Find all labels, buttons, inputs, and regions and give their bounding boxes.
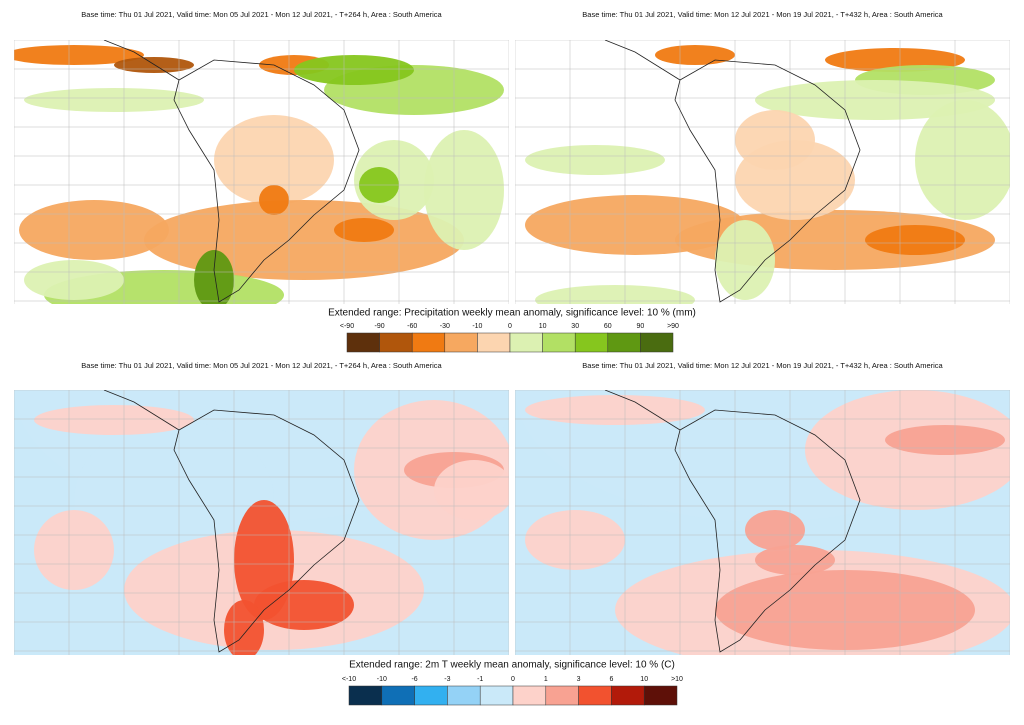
panel-header: Base time: Thu 01 Jul 2021, Valid time: … xyxy=(81,361,442,370)
colorbar-swatch xyxy=(542,332,576,353)
colorbar-label: 3 xyxy=(577,676,581,683)
colorbar-swatch xyxy=(607,332,641,353)
map-layer xyxy=(515,390,1010,655)
colorbar-swatch xyxy=(477,332,511,353)
map xyxy=(14,390,509,655)
colorbar-label: -3 xyxy=(444,676,450,683)
colorbar-swatch xyxy=(381,685,415,706)
anomaly-area xyxy=(885,425,1005,455)
anomaly-area xyxy=(525,145,665,175)
colorbar-swatch xyxy=(512,685,547,706)
colorbar-swatch xyxy=(346,332,380,353)
anomaly-area xyxy=(24,260,124,300)
colorbar-label: 30 xyxy=(571,323,579,330)
colorbar-label: 1 xyxy=(544,676,548,683)
colorbar-swatch xyxy=(509,332,543,353)
anomaly-area xyxy=(735,110,815,170)
colorbar-label: <-90 xyxy=(340,323,354,330)
colorbar-label: -90 xyxy=(375,323,385,330)
colorbar-swatch xyxy=(640,332,674,353)
colorbar-swatch xyxy=(611,685,645,706)
anomaly-area xyxy=(915,100,1010,220)
colorbar-label: -1 xyxy=(477,676,483,683)
map xyxy=(515,40,1010,304)
colorbar-label: -10 xyxy=(472,323,482,330)
colorbar-swatch xyxy=(545,685,579,706)
map xyxy=(515,390,1010,655)
map-layer xyxy=(14,390,509,655)
map-layer xyxy=(515,40,1010,304)
anomaly-area xyxy=(755,80,995,120)
anomaly-area xyxy=(715,220,775,300)
anomaly-area xyxy=(434,460,509,520)
anomaly-area xyxy=(655,45,735,65)
anomaly-area xyxy=(34,510,114,590)
anomaly-area xyxy=(194,250,234,304)
anomaly-area xyxy=(525,395,705,425)
anomaly-area xyxy=(24,88,204,112)
coastline xyxy=(103,40,360,303)
colorbar-title: Extended range: Precipitation weekly mea… xyxy=(328,308,696,319)
colorbar-label: >90 xyxy=(667,323,679,330)
anomaly-area xyxy=(214,115,334,205)
colorbar-label: 90 xyxy=(637,323,645,330)
anomaly-area xyxy=(294,55,414,85)
coastline xyxy=(604,390,861,653)
colorbar-label: -30 xyxy=(440,323,450,330)
anomaly-area xyxy=(535,285,695,304)
anomaly-area xyxy=(865,225,965,255)
anomaly-area xyxy=(334,218,394,242)
colorbar-title: Extended range: 2m T weekly mean anomaly… xyxy=(349,660,675,671)
anomaly-area xyxy=(254,580,354,630)
colorbar-label: -6 xyxy=(411,676,417,683)
colorbar-label: 10 xyxy=(640,676,648,683)
colorbar-label: <-10 xyxy=(342,676,356,683)
map-layer xyxy=(14,40,509,304)
colorbar-label: 0 xyxy=(511,676,515,683)
colorbar-swatch xyxy=(447,685,481,706)
panel-header: Base time: Thu 01 Jul 2021, Valid time: … xyxy=(81,10,442,19)
colorbar-label: -10 xyxy=(377,676,387,683)
map xyxy=(14,40,509,304)
colorbar-swatch xyxy=(379,332,413,353)
colorbar-swatch xyxy=(578,685,612,706)
anomaly-area xyxy=(745,510,805,550)
anomaly-area xyxy=(755,545,835,575)
colorbar-swatch xyxy=(479,685,514,706)
coastline xyxy=(103,390,360,653)
colorbar-label: 6 xyxy=(609,676,613,683)
anomaly-area xyxy=(424,130,504,250)
anomaly-area xyxy=(34,405,194,435)
colorbar-label: >10 xyxy=(671,676,683,683)
anomaly-area xyxy=(19,200,169,260)
colorbar-label: 10 xyxy=(539,323,547,330)
anomaly-area xyxy=(14,45,144,65)
colorbar-swatch xyxy=(643,685,678,706)
colorbar-swatch xyxy=(444,332,478,353)
anomaly-area xyxy=(114,57,194,73)
colorbar-label: 60 xyxy=(604,323,612,330)
colorbar-swatch xyxy=(414,685,448,706)
colorbar-swatch xyxy=(574,332,609,353)
panel-header: Base time: Thu 01 Jul 2021, Valid time: … xyxy=(582,10,943,19)
coastline xyxy=(604,40,861,303)
anomaly-area xyxy=(525,510,625,570)
colorbar-swatch xyxy=(348,685,383,706)
panel-header: Base time: Thu 01 Jul 2021, Valid time: … xyxy=(582,361,943,370)
colorbar-label: -60 xyxy=(407,323,417,330)
anomaly-area xyxy=(259,185,289,215)
colorbar-swatch xyxy=(411,332,446,353)
colorbar-label: 0 xyxy=(508,323,512,330)
